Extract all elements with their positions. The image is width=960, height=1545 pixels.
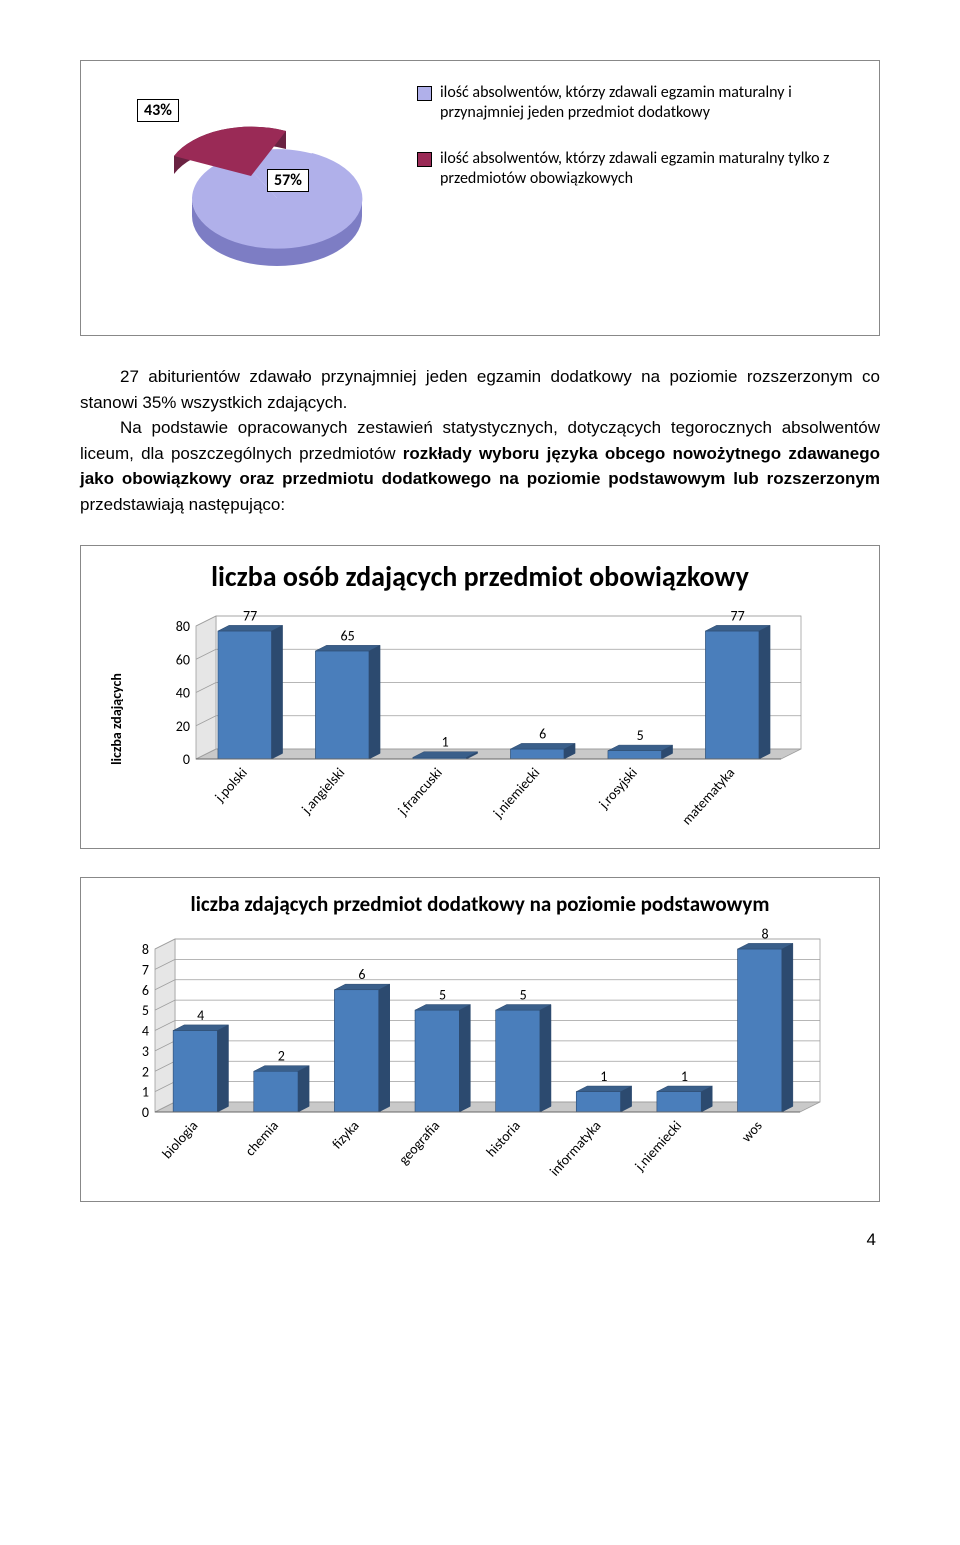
svg-text:8: 8 <box>142 941 149 958</box>
chart2-title: liczba zdających przedmiot dodatkowy na … <box>105 892 855 917</box>
svg-text:5: 5 <box>142 1002 149 1019</box>
svg-text:geografia: geografia <box>395 1117 443 1168</box>
svg-text:65: 65 <box>341 627 355 644</box>
svg-text:matematyka: matematyka <box>678 764 738 828</box>
chart1-plot: 02040608077j.polski65j.angielski1j.franc… <box>127 604 855 834</box>
svg-text:j.francuski: j.francuski <box>394 764 446 819</box>
svg-text:6: 6 <box>358 966 365 983</box>
svg-text:0: 0 <box>183 751 190 768</box>
svg-text:chemia: chemia <box>242 1117 282 1159</box>
legend-text-1: ilość absolwentów, którzy zdawali egzami… <box>440 83 855 123</box>
svg-text:3: 3 <box>142 1043 149 1060</box>
svg-text:wos: wos <box>738 1117 766 1145</box>
pie-label-43: 43% <box>137 99 179 122</box>
bar-chart-1-frame: liczba osób zdających przedmiot obowiązk… <box>80 545 880 849</box>
svg-text:40: 40 <box>176 684 190 701</box>
svg-text:fizyka: fizyka <box>328 1117 362 1152</box>
pie-legend: ilość absolwentów, którzy zdawali egzami… <box>407 73 863 215</box>
svg-text:1: 1 <box>142 1083 149 1100</box>
pie-chart-area: 43% 57% ilość absolwentów, którzy zdawal… <box>97 73 863 323</box>
svg-text:4: 4 <box>142 1022 149 1039</box>
svg-text:6: 6 <box>142 982 149 999</box>
svg-text:77: 77 <box>731 607 745 624</box>
para-line1: 27 abiturientów zdawało przynajmniej jed… <box>80 367 880 412</box>
svg-text:1: 1 <box>442 733 449 750</box>
chart2-plot: 0 1 2 3 4 5 6 7 8 4 biologia 2 chemia 6 fizyka 5 geograf… <box>105 927 855 1187</box>
svg-text:historia: historia <box>483 1117 524 1160</box>
svg-text:60: 60 <box>176 651 190 668</box>
svg-text:20: 20 <box>176 717 190 734</box>
svg-text:2: 2 <box>278 1047 285 1064</box>
legend-swatch-1 <box>417 86 432 101</box>
paragraph: 27 abiturientów zdawało przynajmniej jed… <box>80 364 880 517</box>
svg-text:80: 80 <box>176 618 190 635</box>
page-number: 4 <box>80 1230 880 1250</box>
svg-text:5: 5 <box>439 986 446 1003</box>
svg-text:6: 6 <box>539 725 546 742</box>
svg-text:5: 5 <box>520 986 527 1003</box>
legend-item-1: ilość absolwentów, którzy zdawali egzami… <box>417 83 855 123</box>
svg-text:7: 7 <box>142 961 149 978</box>
svg-text:4: 4 <box>197 1007 204 1024</box>
svg-text:j.polski: j.polski <box>211 764 251 806</box>
svg-text:j.rosyjski: j.rosyjski <box>595 764 641 812</box>
svg-text:biologia: biologia <box>158 1117 201 1162</box>
pie-chart-frame: 43% 57% ilość absolwentów, którzy zdawal… <box>80 60 880 336</box>
svg-text:1: 1 <box>600 1068 607 1085</box>
legend-item-2: ilość absolwentów, którzy zdawali egzami… <box>417 149 855 189</box>
bar-chart-2-frame: liczba zdających przedmiot dodatkowy na … <box>80 877 880 1202</box>
svg-text:j.niemiecki: j.niemiecki <box>631 1117 685 1175</box>
svg-text:1: 1 <box>681 1068 688 1085</box>
pie-label-57: 57% <box>267 169 309 192</box>
svg-text:77: 77 <box>243 607 257 624</box>
pie-svg: 43% 57% <box>97 73 407 293</box>
svg-text:0: 0 <box>142 1104 149 1121</box>
svg-text:2: 2 <box>142 1063 149 1080</box>
para-line2-post: przedstawiają następująco: <box>80 495 285 514</box>
svg-text:5: 5 <box>637 727 644 744</box>
svg-text:j.angielski: j.angielski <box>297 764 348 818</box>
svg-text:informatyka: informatyka <box>546 1117 604 1179</box>
legend-swatch-2 <box>417 152 432 167</box>
svg-text:8: 8 <box>762 927 769 942</box>
chart1-title: liczba osób zdających przedmiot obowiązk… <box>105 560 855 594</box>
legend-text-2: ilość absolwentów, którzy zdawali egzami… <box>440 149 855 189</box>
svg-text:j.niemiecki: j.niemiecki <box>489 764 543 822</box>
